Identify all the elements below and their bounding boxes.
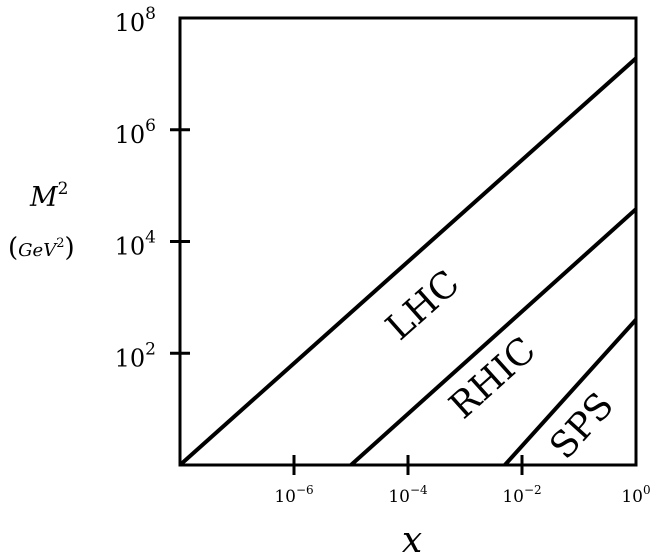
- y-axis-unit-close: ): [64, 233, 74, 263]
- svg-text:(GeV2): (GeV2): [8, 233, 75, 263]
- y-tick-label: 108: [115, 4, 156, 37]
- y-axis-unit-base: GeV: [18, 240, 58, 261]
- y-tick-label: 106: [115, 116, 156, 149]
- x-ticks: 10−6 10−4 10−2 100: [274, 455, 651, 507]
- y-axis-unit-open: (: [8, 233, 18, 263]
- series-lines: [178, 56, 638, 467]
- y-tick-label: 104: [115, 228, 156, 261]
- x-tick-label: 100: [621, 483, 650, 507]
- y-ticks: 102 104 106 108: [115, 4, 190, 372]
- y-tick-label: 102: [115, 339, 156, 372]
- series-line-lhc: [178, 56, 638, 467]
- y-axis-unit-sup: 2: [56, 236, 64, 251]
- svg-text:M2: M2: [29, 179, 68, 213]
- y-axis-label-sup: 2: [58, 179, 69, 199]
- x-tick-label: 10−4: [388, 483, 428, 507]
- series-line-sps: [503, 318, 638, 467]
- y-axis-label-main: M: [29, 182, 59, 213]
- x-tick-label: 10−2: [502, 483, 541, 507]
- x-axis-label: x: [402, 520, 422, 557]
- series-line-rhic: [349, 207, 638, 467]
- series-label-sps: SPS: [542, 385, 622, 467]
- x-tick-label: 10−6: [274, 483, 313, 507]
- series-label-rhic: RHIC: [442, 330, 544, 427]
- y-axis-label: M2 (GeV2): [8, 179, 75, 263]
